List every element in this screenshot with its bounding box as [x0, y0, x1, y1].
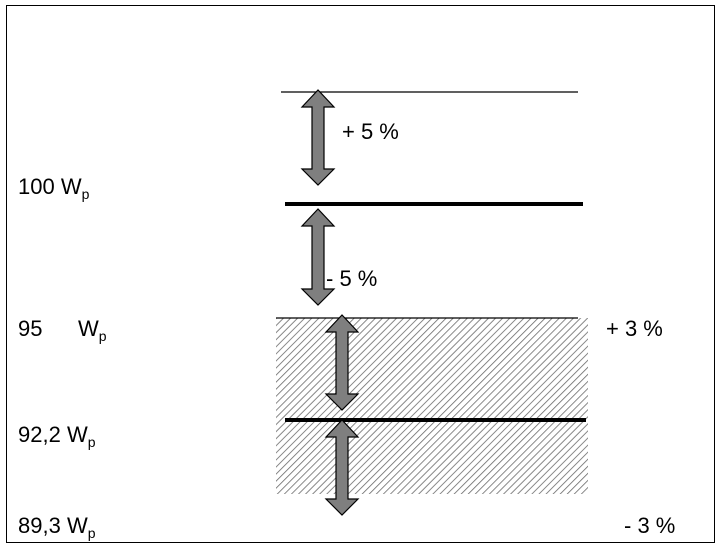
tolerance-plus3-label: + 3 %: [606, 316, 663, 341]
double-arrow-plus5: [300, 89, 336, 186]
label-100-value: 100: [18, 174, 55, 199]
label-92-2-wp: 92,2 Wp: [18, 422, 96, 450]
label-95-unit: W: [78, 316, 99, 341]
tolerance-plus5-label: + 5 %: [342, 119, 399, 144]
label-89-3-unit: W: [66, 513, 88, 538]
double-arrow-minus5: [300, 208, 336, 306]
hatched-tolerance-band: [276, 318, 588, 494]
double-arrow-minus3: [324, 419, 360, 516]
label-92-2-value: 92,2: [18, 422, 61, 447]
label-100-unit: W: [60, 174, 82, 199]
label-89-3-sub: p: [87, 525, 96, 541]
tolerance-minus3-label: - 3 %: [624, 513, 676, 538]
label-95-value: 95: [18, 316, 43, 341]
label-89-3-value: 89,3: [18, 513, 61, 538]
label-89-3-wp: 89,3 Wp: [18, 513, 96, 541]
label-92-2-unit: W: [66, 422, 88, 447]
label-100-sub: p: [81, 186, 90, 202]
label-92-2-sub: p: [87, 434, 96, 450]
label-95-sub: p: [98, 328, 107, 344]
double-arrow-plus3: [324, 314, 360, 411]
label-100-wp: 100 Wp: [18, 174, 90, 202]
label-95-wp: 95 Wp: [18, 316, 107, 344]
tolerance-minus5-label: - 5 %: [326, 266, 378, 291]
